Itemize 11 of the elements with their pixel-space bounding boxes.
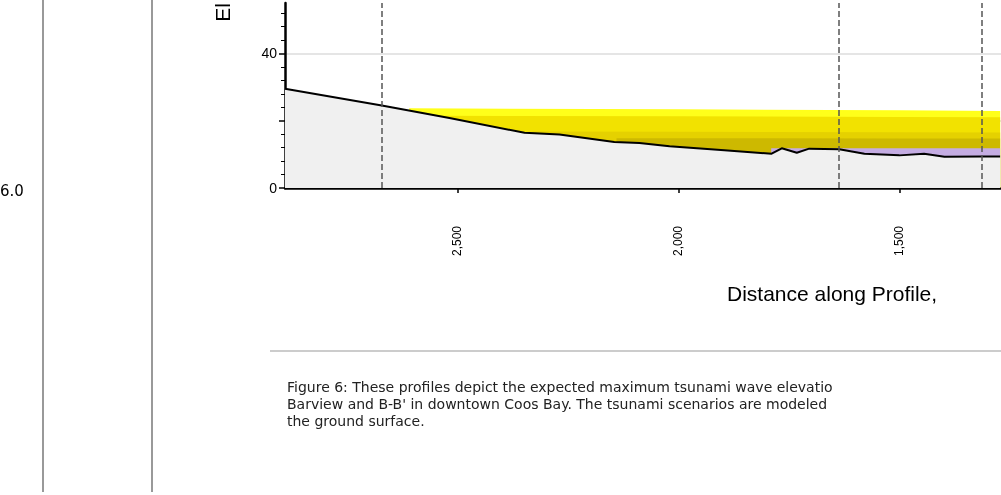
text: 6.0: [0, 182, 24, 200]
x-axis-title: Distance along Profile,: [727, 282, 938, 306]
y-tick-label: 40: [261, 45, 278, 62]
x-tick-label: 2,000: [671, 225, 686, 257]
caption: Figure 6: These profiles depict the expected maximum tsunami wave elevatio: [287, 379, 833, 396]
text: the ground surface.: [287, 413, 426, 430]
text: Barview and B-B' in downtown Coos Bay. The tsunami scenarios are modeled: [287, 396, 829, 413]
x-tick-label: 1,500: [892, 225, 907, 257]
y-axis-title: El: [211, 3, 234, 22]
y-tick-label: 0: [269, 180, 278, 196]
x-tick-label: 2,500: [450, 225, 465, 257]
